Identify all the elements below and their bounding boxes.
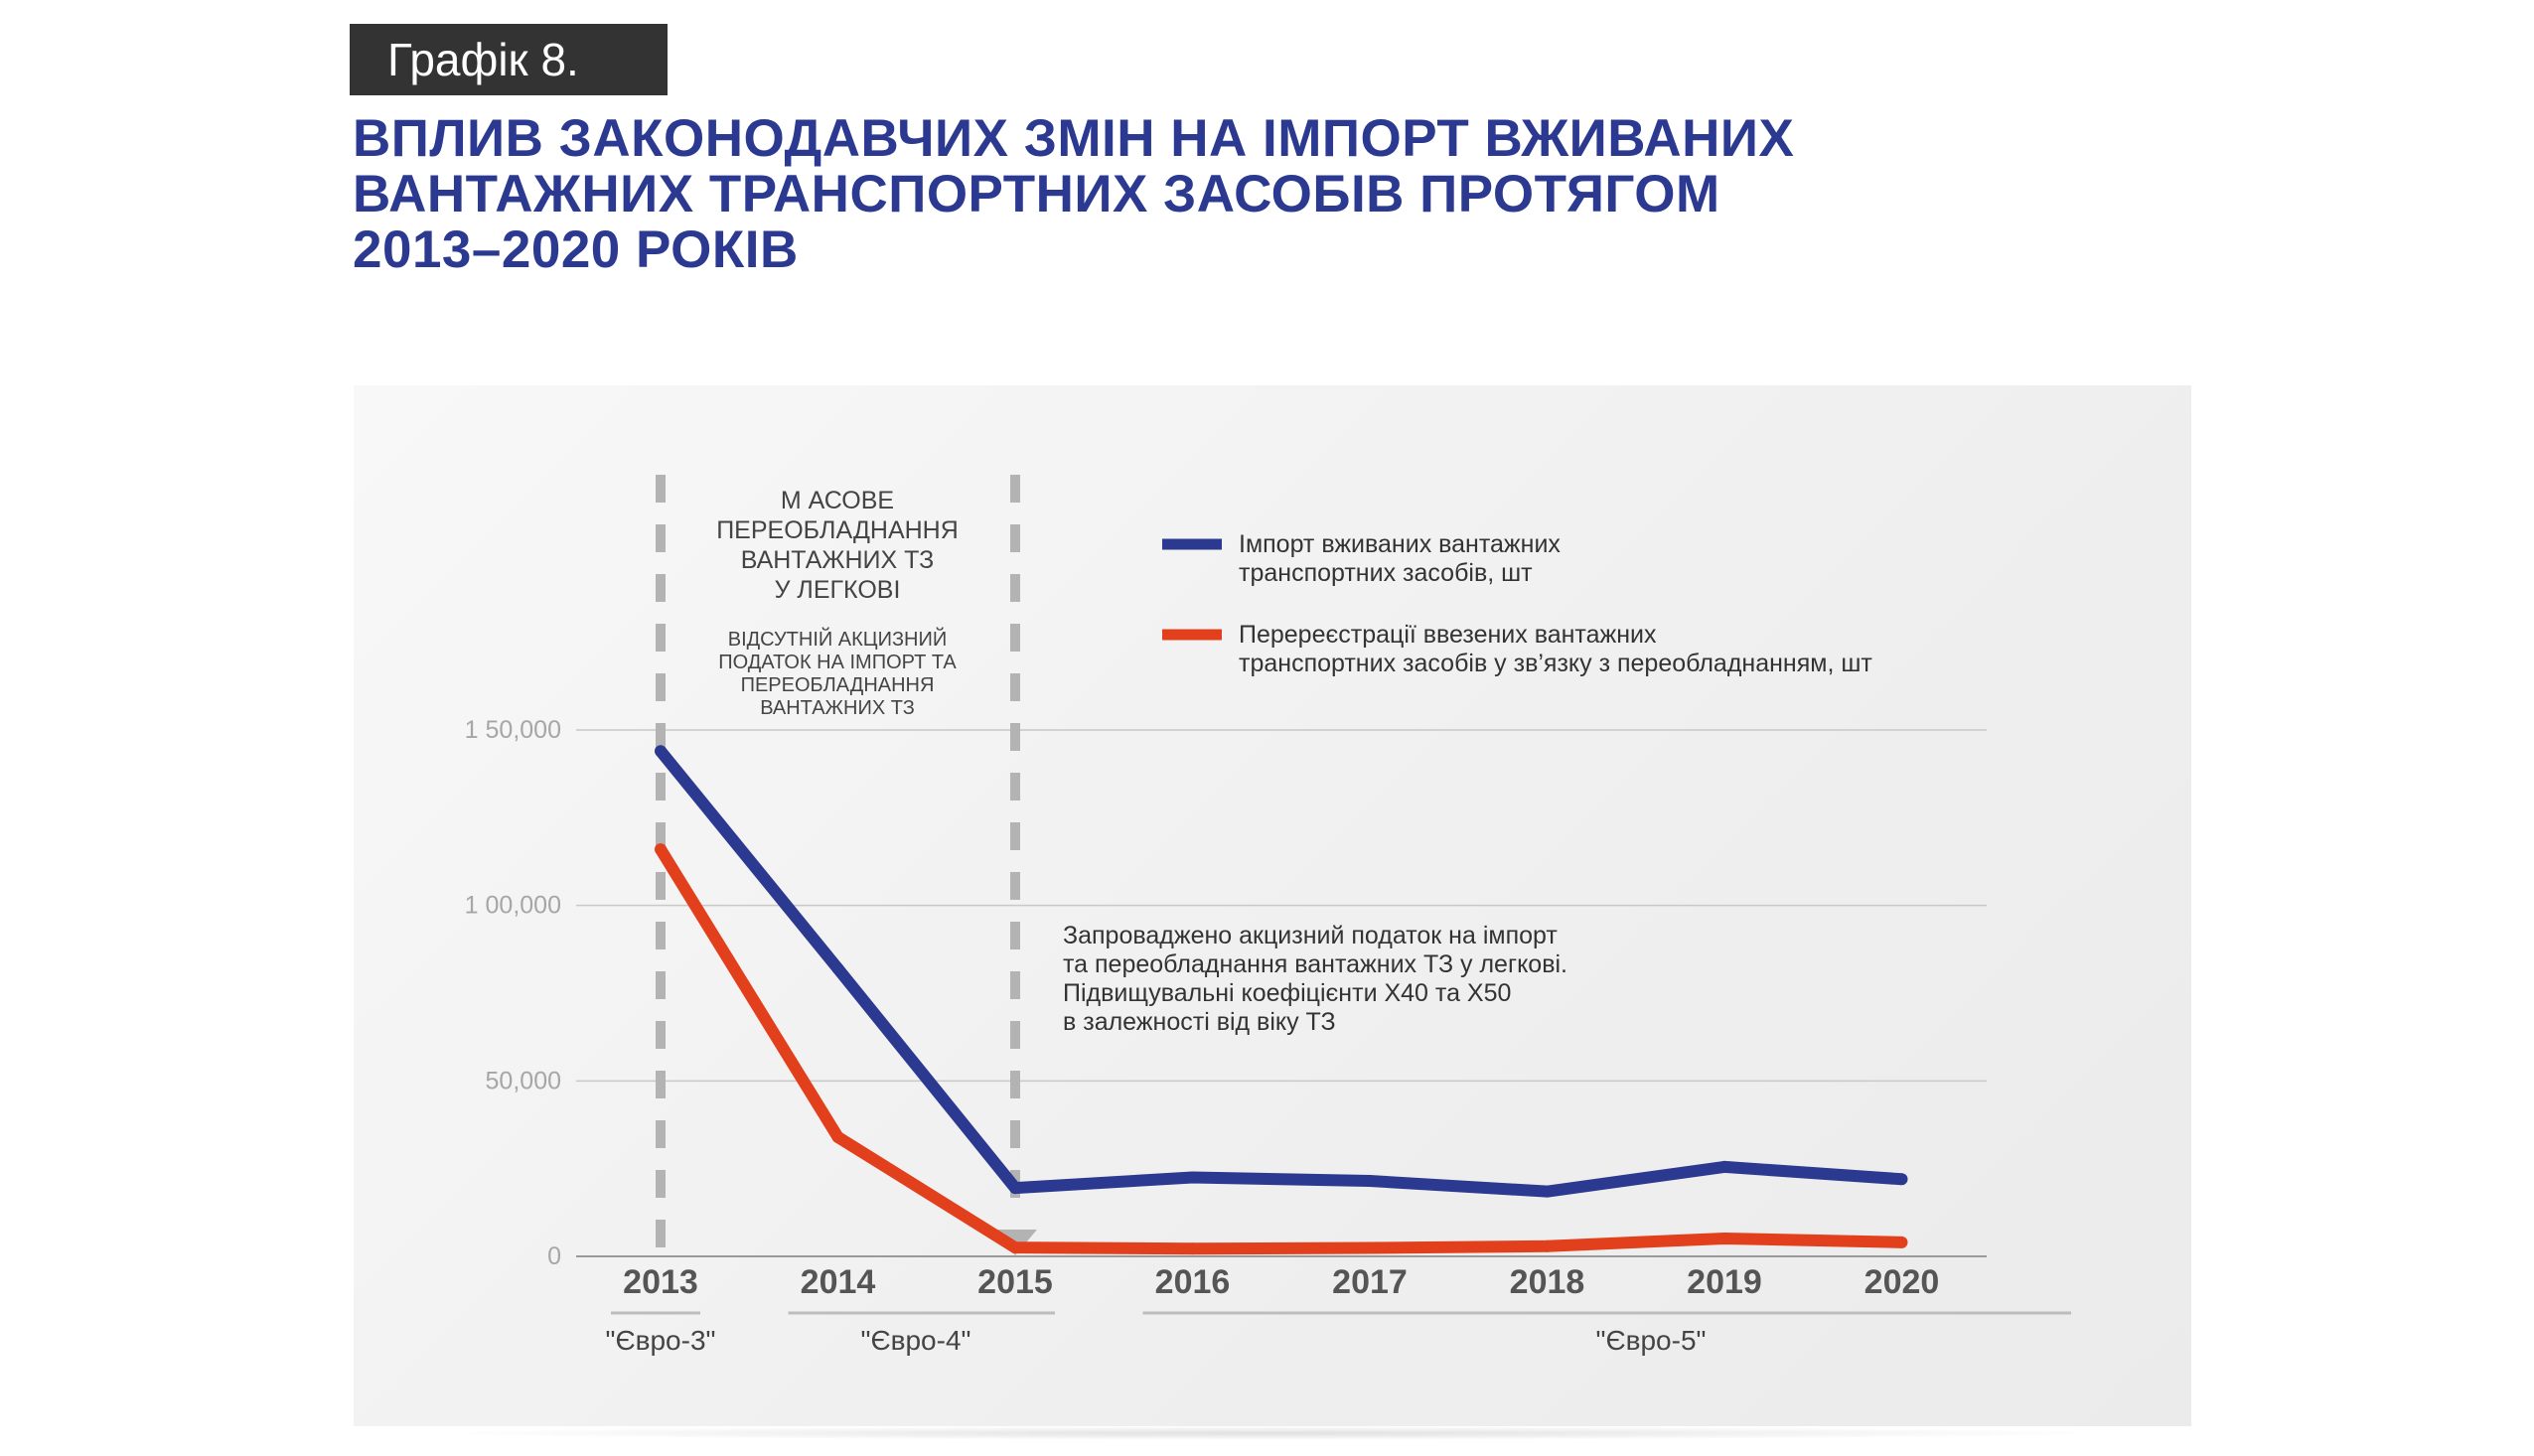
series-2-point-2020 [1895, 1236, 1908, 1248]
period-sub-line-4: ВАНТАЖНИХ ТЗ [760, 697, 915, 719]
period-heading-line-4: У ЛЕГКОВІ [775, 576, 901, 604]
series-2-point-2019 [1718, 1232, 1730, 1244]
series-1-point-2018 [1541, 1185, 1554, 1198]
x-tick-label-2018: 2018 [1510, 1263, 1585, 1301]
x-tick-label-2019: 2019 [1687, 1263, 1762, 1301]
series-2-point-2016 [1186, 1242, 1199, 1255]
euro-label-1: "Євро-3" [606, 1325, 716, 1356]
x-tick-label-2017: 2017 [1332, 1263, 1408, 1301]
series-2-point-2015 [1009, 1241, 1021, 1254]
y-tick-label-0: 0 [547, 1242, 561, 1270]
euro-label-3: "Євро-5" [1596, 1325, 1707, 1356]
series-2-point-2017 [1364, 1241, 1376, 1254]
period-heading-line-1: М АСОВЕ [781, 487, 894, 514]
series-1-point-2013 [655, 745, 667, 758]
chart-title-line-1: ВПЛИВ ЗАКОНОДАВЧИХ ЗМІН НА ІМПОРТ ВЖИВАН… [353, 109, 1795, 168]
x-tick-label-2014: 2014 [801, 1263, 876, 1301]
series-line-2 [655, 845, 1902, 1255]
chart-title-line-2: ВАНТАЖНИХ ТРАНСПОРТНИХ ЗАСОБІВ ПРОТЯГОМ [353, 165, 1720, 223]
legend-label-2-line-2: транспортних засобів у зв’язку з переобл… [1239, 650, 1872, 677]
x-tick-label-2013: 2013 [623, 1263, 698, 1301]
period-sub-line-3: ПЕРЕОБЛАДНАННЯ [741, 674, 935, 696]
x-tick-label-2016: 2016 [1155, 1263, 1231, 1301]
y-tick-label-100000: 1 00,000 [465, 892, 561, 920]
legend-label-1-line-2: транспортних засобів, шт [1239, 559, 1533, 587]
series-1-point-2016 [1186, 1171, 1199, 1184]
series-line-1 [656, 747, 1902, 1198]
tax-note-line-2: та переобладнання вантажних ТЗ у легкові… [1063, 950, 1567, 978]
legend-label-1-line-1: Імпорт вживаних вантажних [1239, 530, 1561, 558]
series-2-point-2018 [1541, 1239, 1554, 1252]
chart-title-line-3: 2013–2020 РОКІВ [353, 220, 799, 279]
series-1-point-2014 [831, 962, 844, 975]
series-2-point-2014 [831, 1130, 844, 1143]
series-1-point-2017 [1364, 1175, 1376, 1188]
period-sub-line-1: ВІДСУТНІЙ АКЦИЗНИЙ [728, 627, 948, 651]
period-heading-line-3: ВАНТАЖНИХ ТЗ [741, 546, 935, 574]
y-tick-label-50000: 50,000 [486, 1067, 561, 1094]
series-2-point-2013 [655, 843, 667, 856]
legend-label-2-line-1: Перереєстрації ввезених вантажних [1239, 621, 1657, 649]
euro-label-2: "Євро-4" [861, 1325, 971, 1356]
chart-title: ВПЛИВ ЗАКОНОДАВЧИХ ЗМІН НА ІМПОРТ ВЖИВАН… [353, 111, 2091, 278]
x-tick-label-2020: 2020 [1864, 1263, 1940, 1301]
series-1-point-2015 [1009, 1182, 1021, 1195]
period-heading-line-2: ПЕРЕОБЛАДНАННЯ [716, 516, 959, 544]
x-tick-label-2015: 2015 [977, 1263, 1053, 1301]
tax-note-line-4: в залежності від віку ТЗ [1063, 1008, 1336, 1036]
tax-note-line-3: Підвищувальні коефіцієнти X40 та X50 [1063, 979, 1511, 1007]
chart-number-badge: Графік 8. [350, 24, 668, 95]
y-tick-label-150000: 1 50,000 [465, 716, 561, 744]
panel-shadow [417, 1426, 2126, 1440]
tax-note-line-1: Запроваджено акцизний податок на імпорт [1063, 922, 1558, 949]
period-sub-line-2: ПОДАТОК НА ІМПОРТ ТА [718, 652, 957, 673]
series-1-point-2019 [1718, 1160, 1730, 1173]
series-1-point-2020 [1895, 1173, 1908, 1186]
